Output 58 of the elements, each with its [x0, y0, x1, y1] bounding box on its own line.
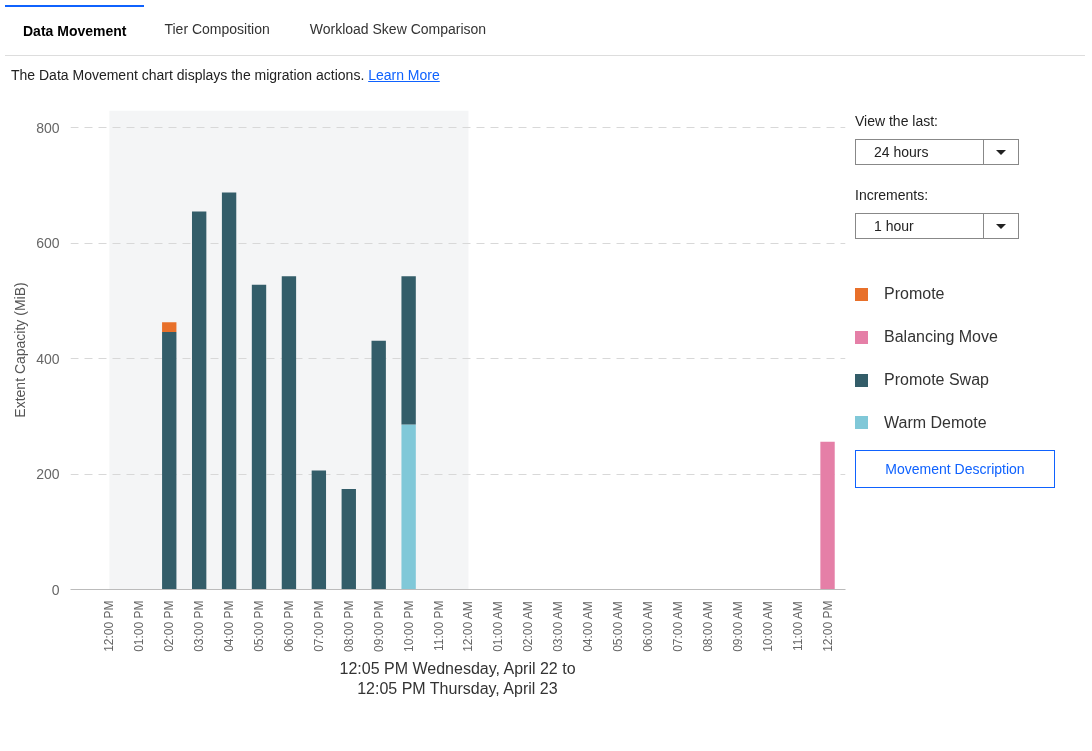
- legend-label: Balancing Move: [884, 326, 998, 347]
- y-tick-label: 400: [36, 350, 60, 367]
- y-axis-title: Extent Capacity (MiB): [12, 282, 29, 418]
- x-tick-label: 05:00 PM: [252, 600, 267, 652]
- x-tick-label: 08:00 PM: [341, 600, 356, 652]
- text: 1 hour: [874, 217, 914, 236]
- y-tick-label: 200: [36, 466, 60, 483]
- text: Increments:: [855, 186, 930, 205]
- x-tick-label: 11:00 PM: [431, 600, 446, 651]
- bar: [221, 192, 237, 590]
- x-tick-label: 07:00 PM: [311, 600, 326, 652]
- bar: [191, 211, 207, 590]
- legend-label: Warm Demote: [884, 412, 987, 433]
- x-tick-label: 12:00 AM: [461, 601, 476, 652]
- bar: [162, 332, 177, 590]
- bar: [281, 276, 297, 590]
- x-tick-label: 02:00 PM: [162, 600, 177, 652]
- bar: [371, 340, 386, 590]
- bar: [341, 489, 356, 590]
- text: Data Movement: [5, 5, 145, 55]
- legend-label: Promote Swap: [884, 369, 989, 390]
- text: The Data Movement chart displays the migration actions.: [11, 67, 365, 83]
- y-tick-label: 600: [36, 235, 60, 252]
- x-tick-label: 11:00 AM: [790, 601, 805, 651]
- x-tick-label: 05:00 AM: [611, 601, 626, 652]
- text: 24 hours: [874, 143, 929, 162]
- x-tick-label: 10:00 PM: [401, 600, 416, 652]
- text: Tier Composition: [163, 20, 271, 39]
- y-tick-label: 0: [51, 581, 60, 598]
- x-tick-label: 08:00 AM: [700, 601, 715, 652]
- bar: [311, 470, 327, 590]
- x-tick-label: 06:00 AM: [641, 601, 656, 652]
- x-tick-label: 04:00 AM: [581, 601, 596, 652]
- x-tick-label: 03:00 AM: [551, 601, 566, 652]
- x-tick-label: 06:00 PM: [281, 600, 296, 652]
- x-tick-label: 09:00 AM: [730, 601, 745, 652]
- x-tick-label: 01:00 PM: [132, 600, 147, 652]
- legend-label: Promote: [884, 284, 945, 304]
- bar: [251, 284, 267, 590]
- bar: [401, 424, 416, 590]
- text: Movement Description: [855, 450, 1055, 489]
- x-tick-label: 01:00 AM: [491, 601, 506, 652]
- text: Learn More: [368, 67, 440, 83]
- x-tick-label: 09:00 PM: [371, 600, 386, 652]
- y-tick-label: 800: [36, 119, 60, 136]
- x-tick-label: 12:00 PM: [820, 600, 835, 652]
- x-tick-label: 10:00 AM: [760, 601, 775, 652]
- bar: [162, 322, 177, 333]
- x-tick-label: 02:00 AM: [521, 601, 536, 652]
- bar: [820, 441, 835, 590]
- x-tick-label: 03:00 PM: [192, 600, 207, 652]
- x-axis-title: 12:05 PM Wednesday, April 22 to 12:05 PM Thursday, April 23: [339, 659, 576, 698]
- bar: [401, 276, 416, 425]
- x-tick-label: 07:00 AM: [670, 601, 685, 652]
- text: View the last:: [855, 112, 939, 131]
- x-tick-label: 04:00 PM: [222, 600, 237, 652]
- x-tick-label: 12:00 PM: [102, 600, 117, 652]
- text: Workload Skew Comparison: [308, 20, 488, 39]
